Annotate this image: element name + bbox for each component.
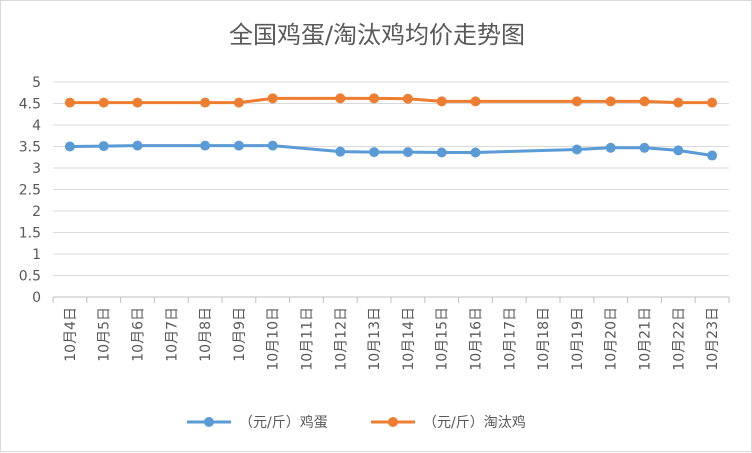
data-point <box>267 140 278 151</box>
data-point <box>436 147 447 158</box>
x-tick-label: 10月6日 <box>131 307 147 362</box>
y-tick-label: 2 <box>32 204 41 220</box>
y-tick-label: 0.5 <box>19 269 41 285</box>
x-tick-label: 10月20日 <box>604 307 620 371</box>
data-point <box>132 140 143 151</box>
data-point <box>200 97 211 108</box>
x-tick-label: 10月11日 <box>300 307 316 371</box>
data-point <box>436 96 447 107</box>
data-point <box>470 147 481 158</box>
x-tick-label: 10月17日 <box>502 307 518 371</box>
data-point <box>673 145 684 156</box>
legend-label-1: （元/斤）鸡蛋 <box>239 414 328 431</box>
data-point <box>335 146 346 157</box>
x-tick-label: 10月12日 <box>333 307 349 371</box>
series-line-2 <box>68 96 714 105</box>
y-tick-label: 4.5 <box>19 97 41 113</box>
y-tick-label: 1.5 <box>19 226 41 242</box>
data-point <box>132 97 143 108</box>
data-point <box>98 97 109 108</box>
y-tick-label: 0 <box>32 290 41 306</box>
data-point <box>402 147 413 158</box>
x-tick-label: 10月14日 <box>401 307 417 371</box>
data-point <box>673 97 684 108</box>
data-point <box>402 93 413 104</box>
x-tick-label: 10月23日 <box>705 307 721 371</box>
x-tick-label: 10月7日 <box>164 307 180 362</box>
y-tick-label: 3.5 <box>19 140 41 156</box>
data-point <box>571 96 582 107</box>
data-point <box>98 141 109 152</box>
data-point <box>707 97 718 108</box>
data-point <box>233 97 244 108</box>
y-tick-label: 4 <box>32 118 41 134</box>
data-point <box>233 140 244 151</box>
data-point <box>335 93 346 104</box>
data-point <box>64 141 75 152</box>
data-point <box>470 96 481 107</box>
data-point <box>267 93 278 104</box>
series-line-1 <box>68 144 714 158</box>
x-tick-label: 10月4日 <box>63 307 79 362</box>
data-point <box>200 140 211 151</box>
x-tick-label: 10月13日 <box>367 307 383 371</box>
y-tick-label: 2.5 <box>19 183 41 199</box>
x-tick-label: 10月8日 <box>198 307 214 362</box>
legend-marker-2 <box>388 417 398 427</box>
legend-marker-1 <box>204 417 214 427</box>
data-point <box>605 96 616 107</box>
data-point <box>639 142 650 153</box>
y-tick-label: 3 <box>32 161 41 177</box>
y-tick-label: 5 <box>32 75 41 91</box>
x-tick-label: 10月9日 <box>232 307 248 362</box>
data-point <box>64 97 75 108</box>
data-point <box>369 93 380 104</box>
data-point <box>571 144 582 155</box>
legend-label-2: （元/斤）淘汰鸡 <box>423 414 526 431</box>
data-point <box>369 147 380 158</box>
x-tick-label: 10月21日 <box>638 307 654 371</box>
y-tick-label: 1 <box>32 247 41 263</box>
data-point <box>605 142 616 153</box>
data-point <box>707 150 718 161</box>
x-tick-label: 10月18日 <box>536 307 552 371</box>
data-point <box>639 96 650 107</box>
x-tick-label: 10月16日 <box>469 307 485 371</box>
x-tick-label: 10月22日 <box>671 307 687 371</box>
x-tick-label: 10月10日 <box>266 307 282 371</box>
x-tick-label: 10月19日 <box>570 307 586 371</box>
x-tick-label: 10月15日 <box>435 307 451 371</box>
x-tick-label: 10月5日 <box>97 307 113 362</box>
chart-title: 全国鸡蛋/淘汰鸡均价走势图 <box>229 21 525 49</box>
